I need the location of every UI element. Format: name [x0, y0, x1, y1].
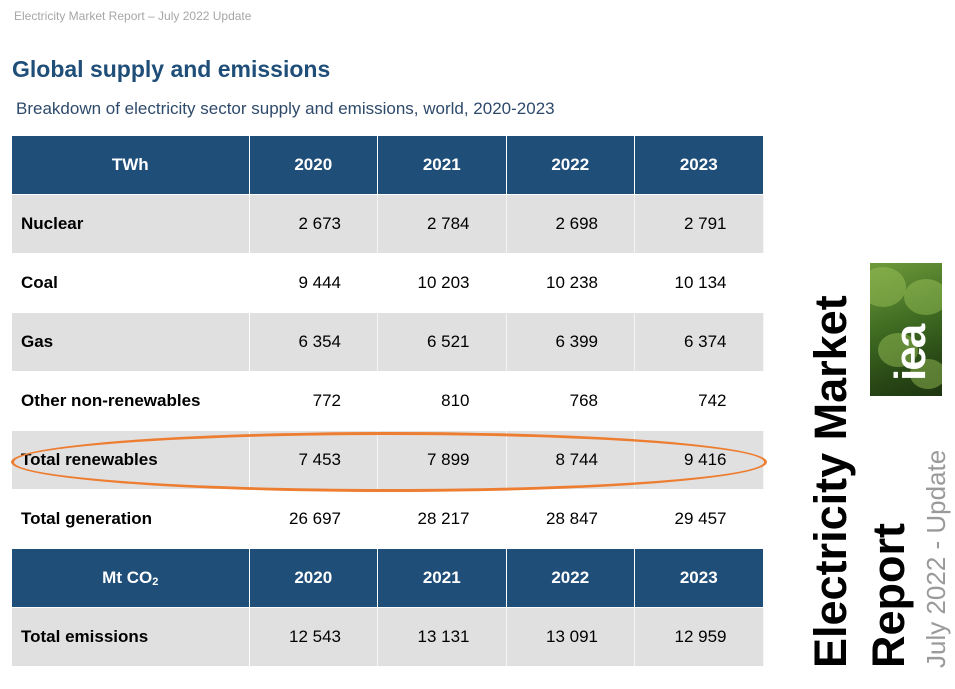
table-cell: 772 [249, 371, 378, 431]
logo-text: iea [886, 325, 935, 381]
row-label: Total generation [12, 489, 250, 549]
table-row-total-generation: Total generation 26 697 28 217 28 847 29… [12, 489, 764, 549]
unit-main: Mt CO [102, 568, 153, 587]
table-cell: 13 131 [377, 607, 507, 667]
year-header: 2021 [377, 548, 507, 608]
table-row-gas: Gas 6 354 6 521 6 399 6 374 [12, 312, 764, 372]
cover-title-line-2: Report [863, 523, 914, 668]
supply-emissions-table: TWh 2020 2021 2022 2023 Nuclear 2 673 2 … [12, 136, 764, 667]
table-row-total-renewables: Total renewables 7 453 7 899 8 744 9 416 [12, 430, 764, 490]
page-title: Global supply and emissions [12, 56, 331, 82]
row-label: Coal [12, 253, 250, 313]
table-cell: 10 238 [506, 253, 635, 313]
table-cell: 2 784 [377, 194, 507, 254]
table-cell: 7 453 [249, 430, 378, 490]
table-row-coal: Coal 9 444 10 203 10 238 10 134 [12, 253, 764, 313]
cover-edition: July 2022 - Update [921, 449, 951, 668]
year-header: 2020 [249, 136, 378, 195]
supply-header-row: TWh 2020 2021 2022 2023 [12, 136, 764, 195]
year-header: 2023 [634, 548, 764, 608]
row-label: Total renewables [12, 430, 250, 490]
table-subtitle: Breakdown of electricity sector supply a… [16, 99, 555, 118]
iea-logo: iea [870, 263, 942, 396]
table-cell: 10 134 [634, 253, 764, 313]
table-row-other-non-renewables: Other non-renewables 772 810 768 742 [12, 371, 764, 431]
table-cell: 10 203 [377, 253, 507, 313]
cover-title-line-1: Electricity Market [805, 295, 856, 668]
table-cell: 768 [506, 371, 635, 431]
emissions-header-row: Mt CO2 2020 2021 2022 2023 [12, 548, 764, 608]
table-cell: 6 354 [249, 312, 378, 372]
table-cell: 29 457 [634, 489, 764, 549]
table-cell: 6 374 [634, 312, 764, 372]
table-cell: 28 217 [377, 489, 507, 549]
table-cell: 28 847 [506, 489, 635, 549]
year-header: 2023 [634, 136, 764, 195]
table-cell: 9 416 [634, 430, 764, 490]
table-cell: 2 791 [634, 194, 764, 254]
emissions-unit-header: Mt CO2 [12, 548, 250, 608]
table-cell: 6 399 [506, 312, 635, 372]
row-label: Other non-renewables [12, 371, 250, 431]
table-cell: 6 521 [377, 312, 507, 372]
year-header: 2021 [377, 136, 507, 195]
table-cell: 2 673 [249, 194, 378, 254]
table-row-total-emissions: Total emissions 12 543 13 131 13 091 12 … [12, 607, 764, 667]
table-cell: 8 744 [506, 430, 635, 490]
year-header: 2022 [506, 136, 635, 195]
row-label: Gas [12, 312, 250, 372]
table-row-nuclear: Nuclear 2 673 2 784 2 698 2 791 [12, 194, 764, 254]
table-cell: 2 698 [506, 194, 635, 254]
year-header: 2020 [249, 548, 378, 608]
table-cell: 26 697 [249, 489, 378, 549]
unit-subscript: 2 [152, 576, 159, 588]
table-cell: 12 959 [634, 607, 764, 667]
table-cell: 9 444 [249, 253, 378, 313]
table-cell: 13 091 [506, 607, 635, 667]
unit-header: TWh [12, 136, 250, 195]
row-label: Nuclear [12, 194, 250, 254]
table-cell: 7 899 [377, 430, 507, 490]
table-cell: 742 [634, 371, 764, 431]
row-label: Total emissions [12, 607, 250, 667]
table-cell: 810 [377, 371, 507, 431]
running-header: Electricity Market Report – July 2022 Up… [14, 9, 252, 23]
table-cell: 12 543 [249, 607, 378, 667]
year-header: 2022 [506, 548, 635, 608]
